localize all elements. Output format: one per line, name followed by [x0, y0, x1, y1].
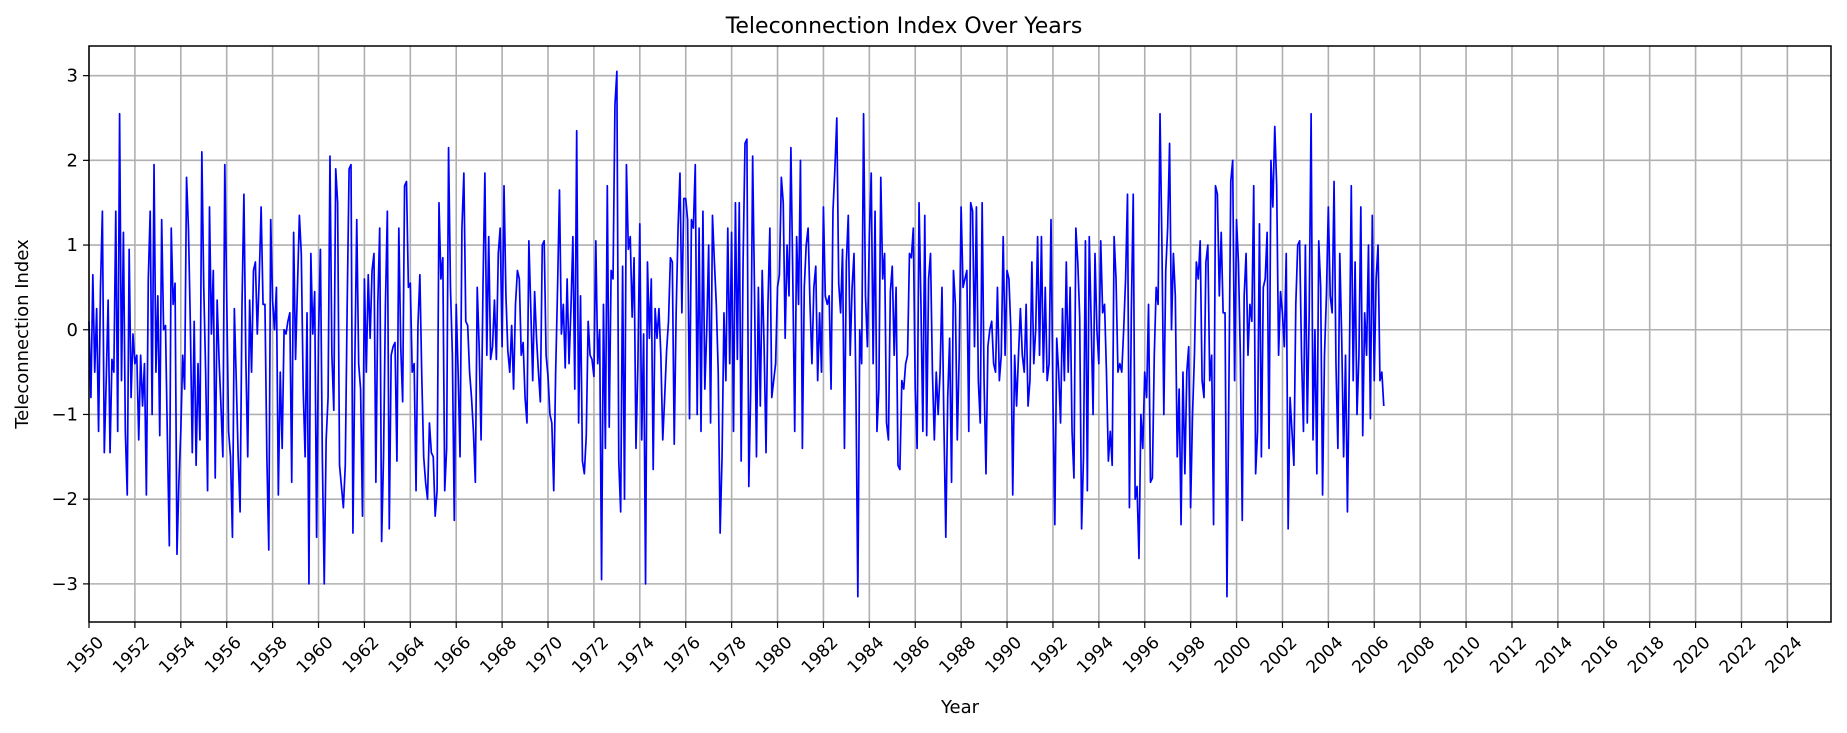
x-tick-label: 1974: [614, 633, 659, 678]
x-tick-label: 2014: [1532, 633, 1577, 678]
x-tick-label: 2006: [1349, 633, 1394, 678]
x-tick-label: 2022: [1716, 633, 1761, 678]
x-tick-label: 2002: [1257, 633, 1302, 678]
x-tick-label: 1982: [798, 633, 843, 678]
y-tick-label: 1: [67, 235, 78, 256]
x-tick-label: 1972: [568, 633, 613, 678]
plot-frame: [88, 45, 1832, 623]
x-tick-label: 1962: [339, 633, 384, 678]
x-tick-label: 1990: [981, 633, 1026, 678]
x-tick-label: 2020: [1670, 633, 1715, 678]
y-tick-label: 2: [67, 150, 78, 171]
x-tick-label: 1966: [431, 633, 476, 678]
y-tick-label: 3: [67, 66, 78, 87]
x-tick-label: 2016: [1578, 633, 1623, 678]
x-axis-label: Year: [940, 697, 980, 718]
x-tick-label: 2012: [1486, 633, 1531, 678]
x-tick-label: 1968: [476, 633, 521, 678]
grid: [88, 46, 1831, 622]
x-tick-label: 1994: [1073, 633, 1118, 678]
x-tick-label: 1970: [522, 633, 567, 678]
x-tick-label: 1952: [109, 633, 154, 678]
y-tick-label: 0: [67, 320, 78, 341]
series-layer: [88, 70, 1385, 598]
y-tick-label: −2: [51, 489, 78, 510]
series-line: [88, 70, 1385, 598]
y-tick-label: −1: [51, 404, 78, 425]
x-tick-label: 1980: [752, 633, 797, 678]
x-tick-label: 1956: [201, 633, 246, 678]
x-tick-label: 2018: [1624, 633, 1669, 678]
x-tick-label: 1958: [247, 633, 292, 678]
x-tick-label: 2004: [1303, 633, 1348, 678]
x-tick-label: 1950: [63, 633, 108, 678]
x-tick-label: 1976: [660, 633, 705, 678]
y-tick-label: −3: [51, 574, 78, 595]
x-tick-label: 1998: [1165, 633, 1210, 678]
x-tick-label: 1986: [890, 633, 935, 678]
chart-title: Teleconnection Index Over Years: [725, 14, 1083, 39]
y-axis-label: Teleconnection Index: [12, 239, 33, 430]
x-tick-label: 1988: [935, 633, 980, 678]
x-tick-label: 1996: [1119, 633, 1164, 678]
x-tick-label: 1992: [1027, 633, 1072, 678]
x-tick-label: 1954: [155, 633, 200, 678]
x-tick-label: 1960: [293, 633, 338, 678]
x-tick-label: 1984: [844, 633, 889, 678]
x-tick-label: 2024: [1762, 633, 1807, 678]
x-tick-label: 2010: [1440, 633, 1485, 678]
x-tick-label: 1978: [706, 633, 751, 678]
x-tick-label: 1964: [385, 633, 430, 678]
x-tick-label: 2000: [1211, 633, 1256, 678]
x-tick-label: 2008: [1394, 633, 1439, 678]
